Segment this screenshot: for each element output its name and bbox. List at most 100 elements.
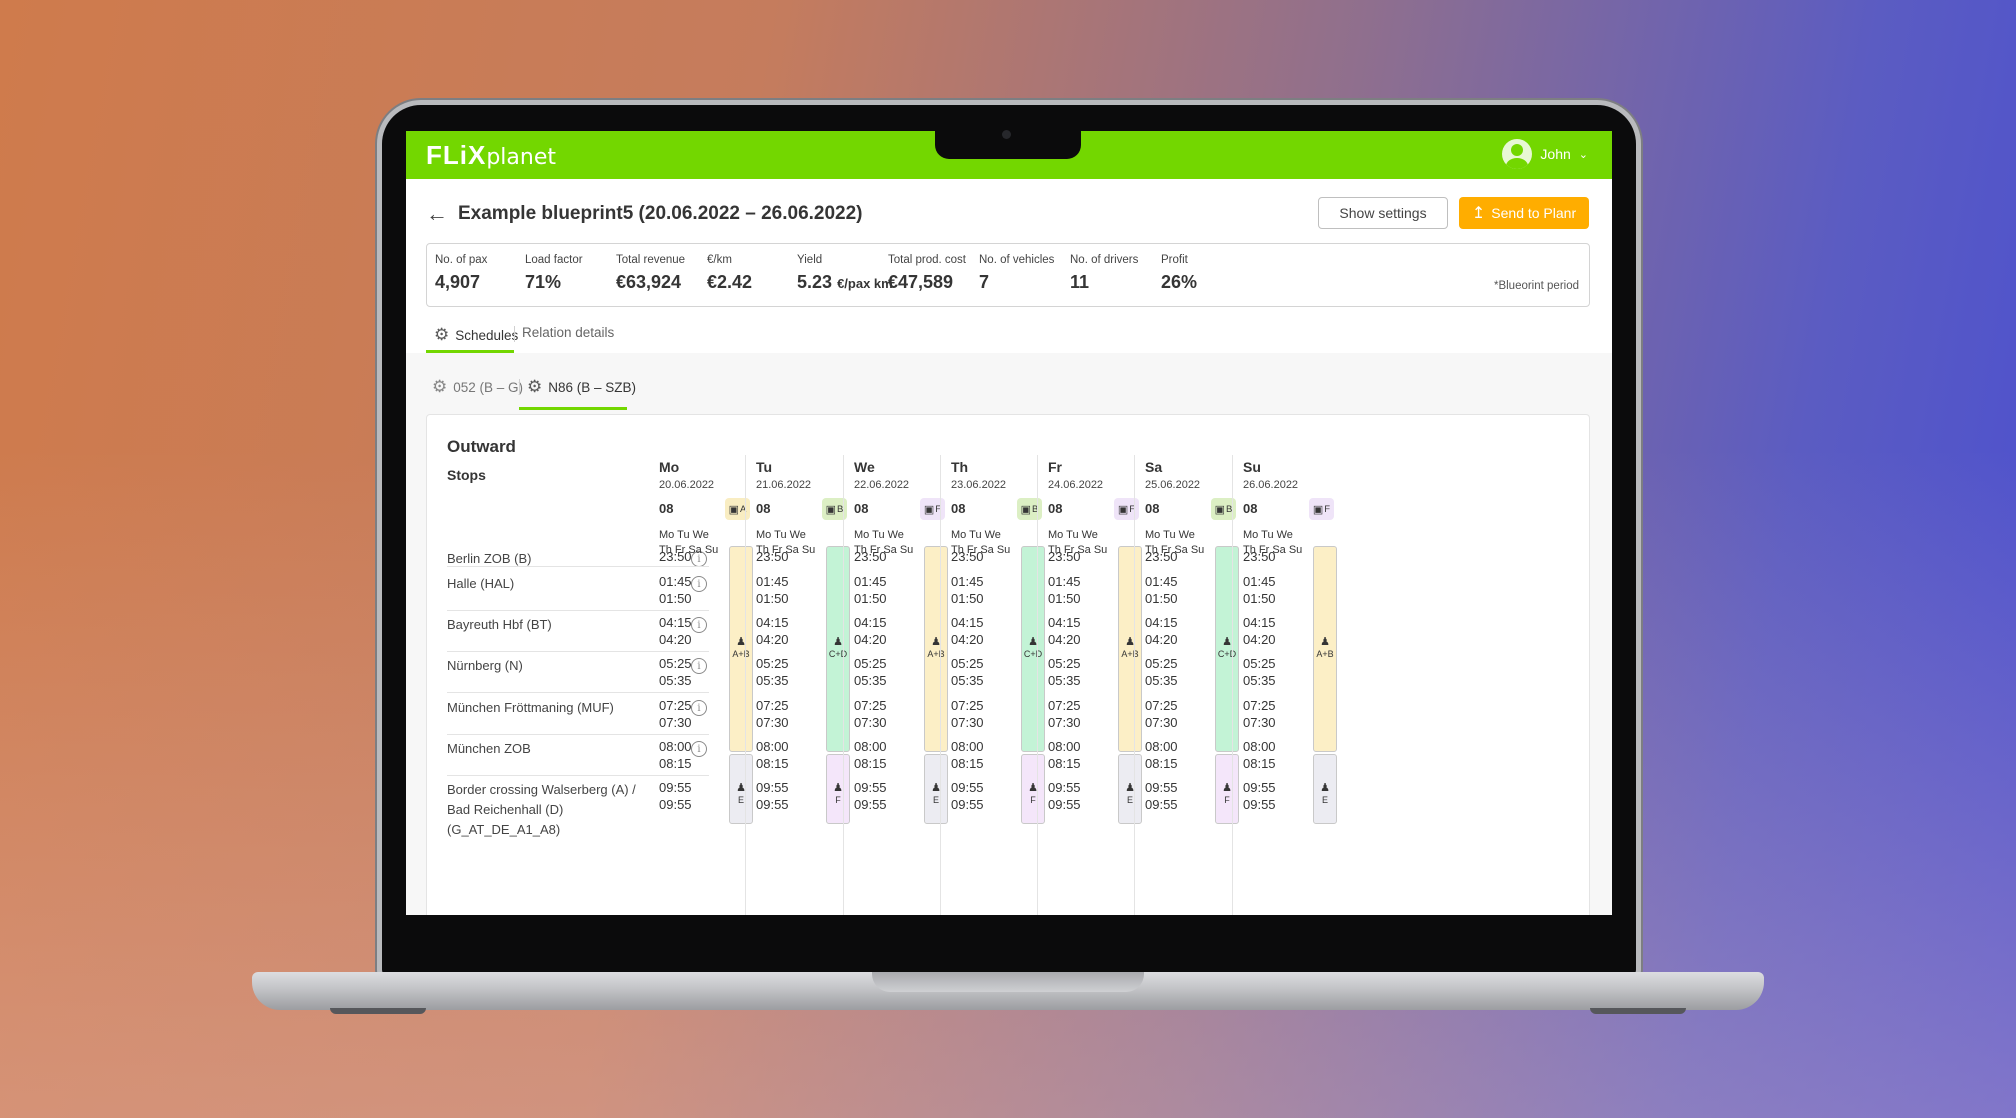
schedule-card: Outward Stops Berlin ZOB (B) i Halle (HAL)…	[426, 414, 1590, 915]
info-icon[interactable]: i	[691, 741, 707, 757]
driver-shift-bar[interactable]: ♟ E	[924, 754, 948, 824]
arrow-left-icon[interactable]: ←	[426, 201, 448, 226]
day-date: 24.06.2022	[1048, 479, 1104, 491]
driver-shift-bar[interactable]: ♟ C+D	[826, 546, 850, 752]
day-name: Mo	[659, 459, 680, 475]
stop-time: 01:45	[1243, 574, 1276, 589]
driver-icon: ♟	[1125, 636, 1135, 648]
bus-badge[interactable]: ▣ B	[822, 498, 847, 520]
bus-badge[interactable]: ▣ B	[1211, 498, 1236, 520]
info-icon[interactable]: i	[691, 700, 707, 716]
stop-time: 08:15	[756, 756, 789, 771]
driver-icon: ♟	[1222, 636, 1232, 648]
user-menu[interactable]: John ⌄	[1502, 139, 1588, 169]
gear-icon: ⚙	[432, 377, 448, 396]
info-icon[interactable]: i	[691, 617, 707, 633]
stop-time: 01:45	[1145, 574, 1178, 589]
day-divider	[843, 455, 844, 915]
driver-shift-bar[interactable]: ♟ F	[1215, 754, 1239, 824]
stop-time: 01:50	[659, 591, 692, 606]
logo[interactable]: FLiXplanet	[426, 140, 556, 171]
driver-icon: ♟	[833, 636, 843, 648]
kpi-label: Profit	[1161, 254, 1188, 266]
driver-shift-bar[interactable]: ♟ F	[1021, 754, 1045, 824]
tab-schedules-label: Schedules	[455, 327, 519, 343]
stop-time: 07:25	[1243, 698, 1276, 713]
stop-time: 04:20	[854, 632, 887, 647]
tab-relation-details[interactable]: Relation details	[522, 325, 614, 340]
stop-time: 09:55	[1243, 797, 1276, 812]
stop-time: 05:25	[756, 656, 789, 671]
user-name: John	[1540, 146, 1571, 162]
laptop-notch	[935, 127, 1081, 159]
driver-shift-label: A+B	[1121, 649, 1139, 659]
kpi-label: Yield	[797, 254, 823, 266]
active-subtab-underline	[519, 407, 627, 410]
stop-name: München ZOB	[447, 741, 531, 756]
stop-time: 07:25	[1145, 698, 1178, 713]
stop-time: 05:35	[951, 673, 984, 688]
driver-shift-bar[interactable]: ♟ A+B	[1118, 546, 1142, 752]
day-name: Tu	[756, 459, 773, 475]
bus-badge[interactable]: ▣ B	[1017, 498, 1042, 520]
driver-shift-bar[interactable]: ♟ E	[1118, 754, 1142, 824]
stop-time: 09:55	[951, 780, 984, 795]
driver-icon: ♟	[736, 636, 746, 648]
bus-label: B	[1226, 503, 1233, 515]
bus-badge[interactable]: ▣ A	[725, 498, 750, 520]
bus-badge[interactable]: ▣ F	[920, 498, 945, 520]
stop-time: 07:30	[659, 715, 692, 730]
stop-time: 01:50	[951, 591, 984, 606]
driver-shift-bar[interactable]: ♟ F	[826, 754, 850, 824]
stop-time: 05:35	[1048, 673, 1081, 688]
driver-shift-bar[interactable]: ♟ A+B	[1313, 546, 1337, 752]
tab-relation-details-label: Relation details	[522, 325, 615, 340]
info-icon[interactable]: i	[691, 658, 707, 674]
stop-name: Border crossing Walserberg (A) / Bad Rei…	[447, 782, 636, 837]
tab-schedules[interactable]: ⚙ Schedules	[434, 325, 518, 345]
day-column: Mo 20.06.2022 08 ▣ A Mo Tu We Th Fr Sa Su 23:50…	[659, 459, 784, 915]
driver-icon: ♟	[931, 782, 941, 794]
stop-time: 01:45	[951, 574, 984, 589]
day-column: Sa 25.06.2022 08 ▣ B Mo Tu We Th Fr Sa Su 23:50…	[1134, 455, 1270, 915]
info-icon[interactable]: i	[691, 576, 707, 592]
bus-icon: ▣	[1117, 503, 1129, 516]
stop-time: 01:45	[1048, 574, 1081, 589]
stop-time: 08:00	[854, 739, 887, 754]
stop-divider	[447, 566, 709, 567]
send-to-planr-button[interactable]: ↥ Send to Planr	[1459, 197, 1589, 229]
stop-time: 09:55	[854, 797, 887, 812]
stop-name: Bayreuth Hbf (BT)	[447, 617, 552, 632]
kpi-value-number: 5.23	[797, 272, 833, 292]
stop-time: 23:50	[1048, 549, 1081, 564]
departure-hour: 08	[1145, 501, 1160, 516]
driver-shift-bar[interactable]: ♟ E	[729, 754, 753, 824]
driver-icon: ♟	[1320, 782, 1330, 794]
kpi-label: Load factor	[525, 254, 583, 266]
stop-divider	[447, 692, 709, 693]
driver-shift-bar[interactable]: ♟ C+D	[1215, 546, 1239, 752]
driver-shift-bar[interactable]: ♟ C+D	[1021, 546, 1045, 752]
logo-light: planet	[486, 145, 557, 170]
subtab-n86[interactable]: ⚙ N86 (B – SZB)	[527, 377, 636, 397]
stop-time: 05:25	[1048, 656, 1081, 671]
tab-divider	[514, 326, 515, 342]
subtab-052[interactable]: ⚙ 052 (B – G)	[432, 377, 523, 397]
bus-badge[interactable]: ▣ F	[1114, 498, 1139, 520]
stop-time: 04:15	[951, 615, 984, 630]
driver-shift-bar[interactable]: ♟ A+B	[729, 546, 753, 752]
driver-shift-bar[interactable]: ♟ E	[1313, 754, 1337, 824]
bus-label: B	[1032, 503, 1039, 515]
operating-days: Mo Tu We Th Fr Sa Su	[854, 528, 913, 558]
bus-badge[interactable]: ▣ F	[1309, 498, 1334, 520]
show-settings-button[interactable]: Show settings	[1318, 197, 1448, 229]
driver-shift-label: E	[932, 795, 939, 805]
day-name: Th	[951, 459, 969, 475]
stop-time: 04:15	[756, 615, 789, 630]
driver-icon: ♟	[1125, 782, 1135, 794]
chevron-down-icon: ⌄	[1578, 148, 1588, 161]
driver-shift-bar[interactable]: ♟ A+B	[924, 546, 948, 752]
day-column: Th 23.06.2022 08 ▣ B Mo Tu We Th Fr Sa Su 23:50…	[940, 455, 1076, 915]
departure-hour: 08	[1243, 501, 1258, 516]
laptop-base-notch	[872, 972, 1144, 992]
